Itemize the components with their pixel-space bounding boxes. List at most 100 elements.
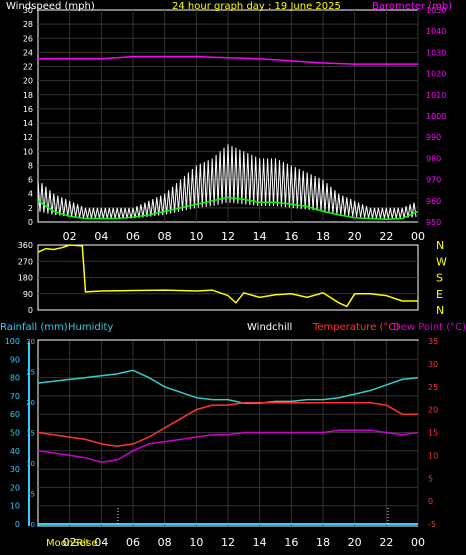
- temp-x-tick-label: 06: [126, 536, 140, 549]
- humidity-y-tick-label: 40: [10, 447, 20, 456]
- temperature-y-tick-label: 35: [428, 337, 438, 346]
- wind-x-tick-label: 16: [284, 230, 298, 243]
- rainfall-y-tick-label: 10: [26, 460, 35, 468]
- barometer-y-tick-label: 1040: [426, 27, 446, 36]
- temp-x-tick-label: 12: [221, 536, 235, 549]
- humidity-y-tick-label: 60: [10, 410, 20, 419]
- direction-y-tick-label: 270: [18, 257, 33, 266]
- wind-x-tick-label: 22: [379, 230, 393, 243]
- humidity-y-axis: 0 10 20 30 40 50 60 70 80 90 100: [5, 337, 20, 529]
- temperature-y-tick-label: 0: [428, 497, 433, 506]
- temp-x-tick-label: 00: [411, 536, 425, 549]
- temp-x-tick-label: 22: [379, 536, 393, 549]
- barometer-y-tick-label: 1050: [426, 6, 446, 15]
- humidity-y-tick-label: 10: [10, 502, 20, 511]
- temp-x-tick-label: 16: [284, 536, 298, 549]
- humidity-y-tick-label: 70: [10, 392, 20, 401]
- compass-label: S: [436, 272, 443, 285]
- wind-chart-grid: [38, 10, 419, 222]
- compass-label: N: [436, 239, 444, 252]
- windchill-label: Windchill: [247, 322, 292, 333]
- direction-y-axis: 0 90 180 270 360: [18, 241, 33, 315]
- temp-x-tick-label: 04: [94, 536, 108, 549]
- humidity-y-tick-label: 30: [10, 465, 20, 474]
- barometer-label: Barometer (mb): [372, 1, 452, 12]
- barometer-y-axis: 950 960 970 980 990 1000 1010 1020 1030 1040 1050: [426, 6, 446, 227]
- wind-x-tick-label: 02: [63, 230, 77, 243]
- rainfall-y-tick-label: 30: [26, 338, 35, 346]
- compass-label: E: [436, 288, 443, 301]
- rainfall-y-tick-label: 15: [26, 430, 35, 438]
- barometer-y-tick-label: 1030: [426, 48, 446, 57]
- humidity-series: [37, 369, 419, 404]
- wind-x-tick-label: 18: [316, 230, 330, 243]
- barometer-y-tick-label: 960: [426, 197, 441, 206]
- wind-y-tick-label: 26: [23, 34, 33, 43]
- wind-x-axis: 02 04 06 08 10 12 14 16 18 20 22 00: [63, 230, 425, 243]
- compass-label: N: [436, 304, 444, 317]
- wind-y-tick-label: 28: [23, 20, 33, 29]
- rainfall-y-tick-label: 0: [31, 521, 35, 529]
- chart-title: 24 hour graph day : 19 June 2025: [172, 1, 341, 12]
- direction-y-tick-label: 0: [28, 306, 33, 315]
- temperature-y-tick-label: 20: [428, 406, 438, 415]
- humidity-y-tick-label: 50: [10, 429, 20, 438]
- barometer-y-tick-label: 1000: [426, 112, 446, 121]
- temp-x-tick-label: 14: [253, 536, 267, 549]
- wind-y-tick-label: 30: [23, 6, 33, 15]
- wind-y-tick-label: 8: [28, 161, 33, 170]
- temp-x-axis: 02 04 06 08 10 12 14 16 18 20 22 00: [63, 536, 425, 549]
- wind-y-tick-label: 12: [23, 133, 33, 142]
- wind-y-tick-label: 2: [28, 204, 33, 213]
- rainfall-y-tick-label: 5: [31, 491, 35, 499]
- temperature-y-tick-label: 10: [428, 451, 438, 460]
- barometer-series: [38, 55, 418, 65]
- temp-x-tick-label: 10: [189, 536, 203, 549]
- barometer-y-tick-label: 1010: [426, 91, 446, 100]
- temp-chart-grid: [38, 341, 419, 526]
- wind-x-tick-label: 12: [221, 230, 235, 243]
- rainfall-y-tick-label: 25: [26, 369, 35, 377]
- temperature-y-tick-label: 15: [428, 429, 438, 438]
- average-wind-series: [37, 196, 419, 220]
- temp-x-tick-label: 20: [348, 536, 362, 549]
- wind-x-tick-label: 14: [253, 230, 267, 243]
- wind-y-tick-label: 4: [28, 190, 33, 199]
- wind-y-tick-label: 22: [23, 63, 33, 72]
- temperature-y-tick-label: 25: [428, 383, 438, 392]
- wind-x-tick-label: 06: [126, 230, 140, 243]
- temperature-y-tick-label: -5: [428, 520, 436, 529]
- moon-rise-label: Moon Rise: [46, 538, 97, 549]
- direction-y-tick-label: 90: [23, 290, 33, 299]
- direction-y-tick-label: 360: [18, 241, 33, 250]
- humidity-y-tick-label: 0: [15, 520, 20, 529]
- temperature-y-tick-label: 30: [428, 360, 438, 369]
- wind-x-tick-label: 10: [189, 230, 203, 243]
- temperature-y-tick-label: 5: [428, 474, 433, 483]
- wind-y-tick-label: 10: [23, 147, 33, 156]
- temp-x-tick-label: 08: [158, 536, 172, 549]
- wind-x-tick-label: 08: [158, 230, 172, 243]
- wind-y-tick-label: 6: [28, 176, 33, 185]
- wind-y-tick-label: 14: [23, 119, 33, 128]
- gust-series: [37, 144, 417, 219]
- humidity-y-tick-label: 90: [10, 355, 20, 364]
- wind-x-tick-label: 20: [348, 230, 362, 243]
- wind-y-tick-label: 0: [28, 218, 33, 227]
- wind-y-tick-label: 16: [23, 105, 33, 114]
- windspeed-label: Windspeed (mph): [6, 1, 95, 12]
- barometer-y-tick-label: 1020: [426, 70, 446, 79]
- wind-y-tick-label: 20: [23, 77, 33, 86]
- temperature-label: Temperature (°C): [312, 322, 399, 333]
- dewpoint-series: [37, 429, 419, 463]
- barometer-y-tick-label: 980: [426, 154, 441, 163]
- temperature-series: [37, 402, 418, 447]
- moon-set-label: Set: [73, 538, 90, 549]
- wind-direction-series: [37, 244, 418, 308]
- wind-x-tick-label: 04: [94, 230, 108, 243]
- humidity-label: Humidity: [68, 322, 113, 333]
